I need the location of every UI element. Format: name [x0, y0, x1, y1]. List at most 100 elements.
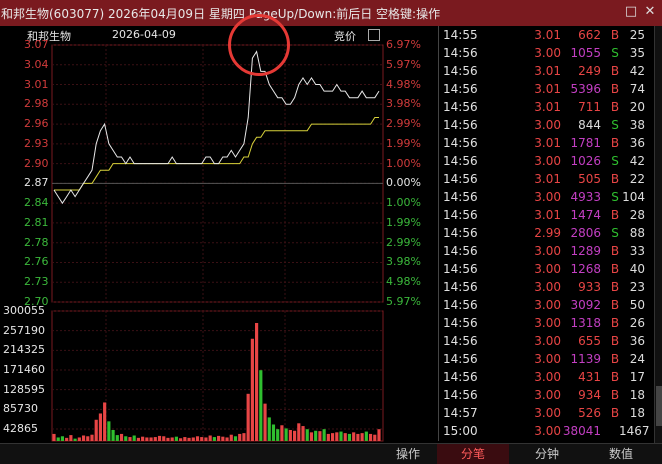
volume-bar: [149, 437, 153, 441]
tick-volume: 1289: [570, 244, 601, 258]
tick-row[interactable]: 14:56 3.00 1139 B 24: [439, 350, 662, 368]
tick-row[interactable]: 15:00 3.00 38041 1467: [439, 422, 662, 440]
tick-count: 74: [629, 82, 645, 96]
tick-side: B: [610, 208, 620, 222]
volume-bar: [221, 436, 225, 441]
tick-row[interactable]: 14:55 3.01 662 B 25: [439, 26, 662, 44]
volume-bar: [119, 433, 124, 441]
volume-bar: [339, 431, 343, 441]
restore-icon[interactable]: □: [624, 4, 638, 19]
volume-bar: [225, 437, 229, 441]
tick-volume: 505: [578, 172, 601, 186]
percent-tick-label: 1.00%: [386, 156, 421, 170]
tick-row[interactable]: 14:56 3.00 1268 B 40: [439, 260, 662, 278]
tick-row[interactable]: 14:56 3.00 1318 B 26: [439, 314, 662, 332]
operate-button[interactable]: 操作: [395, 447, 420, 461]
tick-count: 36: [629, 334, 645, 348]
tick-row[interactable]: 14:56 3.00 933 B 23: [439, 278, 662, 296]
tick-price: 3.01: [534, 82, 561, 96]
volume-bar: [233, 436, 238, 441]
close-icon[interactable]: ✕: [644, 4, 656, 19]
volume-bar: [65, 437, 69, 441]
tick-row[interactable]: 14:56 3.00 934 B 18: [439, 386, 662, 404]
tick-volume: 1474: [570, 208, 601, 222]
volume-bar: [157, 435, 162, 441]
tick-volume: 4933: [570, 190, 601, 204]
tick-side: B: [610, 136, 620, 150]
tick-time: 14:56: [443, 334, 478, 348]
price-tick-label: 3.04: [24, 57, 49, 71]
intraday-chart[interactable]: 和邦生物 2026-04-09 竞价 3.07 6.97% 3.04 5.97% 3.0…: [0, 26, 438, 457]
tick-time: 14:56: [443, 244, 478, 258]
volume-bar: [94, 419, 98, 441]
tick-row[interactable]: 14:56 3.00 3092 B 50: [439, 296, 662, 314]
tick-side: S: [611, 118, 619, 132]
tick-row[interactable]: 14:56 3.01 1474 B 28: [439, 206, 662, 224]
tick-time: 14:55: [443, 28, 478, 42]
window-titlebar: 和邦生物(603077) 2026年04月09日 星期四 PageUp/Down…: [0, 0, 662, 26]
tick-price: 3.00: [534, 190, 561, 204]
tick-count: 35: [629, 46, 645, 60]
tick-price: 2.99: [534, 226, 561, 240]
tick-price: 3.00: [534, 154, 561, 168]
tick-row[interactable]: 14:56 3.01 1781 B 36: [439, 134, 662, 152]
volume-bar: [204, 437, 208, 441]
tick-price: 3.00: [534, 352, 561, 366]
tick-price: 3.00: [534, 244, 561, 258]
tick-row[interactable]: 14:56 3.00 1055 S 35: [439, 44, 662, 62]
tick-side: B: [610, 352, 620, 366]
tick-row[interactable]: 14:56 3.00 844 S 38: [439, 116, 662, 134]
tick-side: B: [610, 28, 620, 42]
tick-volume: 1055: [570, 46, 601, 60]
tick-side: B: [610, 370, 620, 384]
tick-row[interactable]: 14:56 3.00 655 B 36: [439, 332, 662, 350]
volume-bar: [111, 429, 115, 441]
volume-bar: [318, 431, 322, 441]
volume-bar: [145, 437, 149, 441]
tick-side: B: [610, 388, 620, 402]
tick-price: 3.00: [534, 118, 561, 132]
volume-bar: [360, 433, 364, 441]
volume-bar: [276, 429, 280, 441]
volume-bar: [322, 429, 326, 441]
tick-volume: 249: [578, 64, 601, 78]
price-line: [53, 50, 380, 205]
volume-bar: [77, 437, 81, 441]
scroll-thumb[interactable]: [656, 386, 662, 426]
tab-data[interactable]: 数值: [608, 447, 633, 461]
tick-count: 24: [629, 352, 645, 366]
tick-price: 3.00: [534, 388, 561, 402]
volume-tick-label: 300055: [3, 304, 45, 317]
tick-row[interactable]: 14:56 3.00 1026 S 42: [439, 152, 662, 170]
tick-count: 42: [629, 154, 645, 168]
tick-price: 3.01: [534, 136, 561, 150]
tick-row[interactable]: 14:56 2.99 2806 S 88: [439, 224, 662, 242]
tick-row[interactable]: 14:56 3.01 711 B 20: [439, 98, 662, 116]
tick-row[interactable]: 14:56 3.01 5396 B 74: [439, 80, 662, 98]
price-tick-label: 2.81: [24, 215, 49, 229]
tab-minutes[interactable]: 分钟: [534, 447, 559, 461]
tick-row[interactable]: 14:56 3.00 4933 S 104: [439, 188, 662, 206]
tick-row[interactable]: 14:56 3.00 1289 B 33: [439, 242, 662, 260]
chart-date-label: 2026-04-09: [112, 28, 176, 41]
tick-side: B: [610, 298, 620, 312]
tick-by-tick-table[interactable]: 14:55 3.01 662 B 25 14:56 3.00 1055 S 35 14:56 3.01…: [438, 26, 662, 441]
tick-row[interactable]: 14:56 3.01 249 B 42: [439, 62, 662, 80]
volume-bar: [132, 435, 136, 441]
tick-count: 40: [629, 262, 645, 276]
volume-bar: [162, 436, 166, 441]
tab-trades[interactable]: 分笔: [437, 444, 509, 464]
volume-bar: [309, 432, 314, 441]
volume-bar: [128, 437, 132, 441]
volume-bar: [195, 436, 200, 441]
auction-toggle-icon[interactable]: [368, 29, 380, 41]
tick-count: 42: [629, 64, 645, 78]
tick-count: 20: [629, 100, 645, 114]
tick-row[interactable]: 14:56 3.01 505 B 22: [439, 170, 662, 188]
tick-table-scrollbar[interactable]: [654, 26, 662, 443]
volume-bar: [259, 370, 263, 441]
tick-row[interactable]: 14:57 3.00 526 B 18: [439, 404, 662, 422]
volume-bar: [141, 436, 145, 441]
tick-row[interactable]: 14:56 3.00 431 B 17: [439, 368, 662, 386]
volume-bar: [347, 433, 352, 441]
